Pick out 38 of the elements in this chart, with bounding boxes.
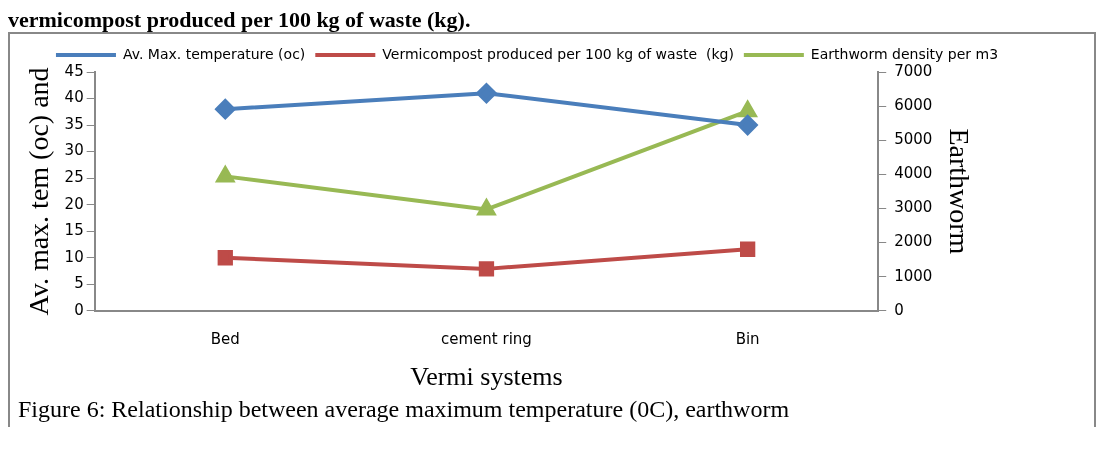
y-tick-label: 0 (74, 300, 84, 319)
y2-tick-label: 2000 (894, 232, 933, 251)
y-tick-label: 35 (64, 114, 84, 133)
y2-tick-label: 7000 (894, 61, 933, 80)
y-tick-label: 25 (64, 168, 84, 187)
x-tick-label: Bin (735, 329, 760, 348)
y-tick-label: 10 (64, 247, 84, 266)
point (737, 115, 758, 136)
y2-tick-label: 6000 (894, 96, 933, 114)
x-axis-title: Vermi systems (410, 362, 563, 392)
y2-tick-label: 3000 (894, 198, 933, 217)
y2-axis-title: Earthworm (943, 128, 975, 255)
y-tick-label: 5 (74, 274, 84, 293)
point (477, 199, 496, 216)
point (217, 250, 233, 266)
y2-tick-label: 5000 (894, 130, 933, 149)
y-tick-label: 15 (64, 221, 84, 240)
legend-label: Av. Max. temperature (oc) (122, 45, 306, 62)
point (738, 101, 757, 118)
x-tick-label: cement ring (441, 329, 532, 348)
point (478, 261, 495, 277)
point (216, 166, 235, 183)
y-tick-label: 45 (64, 61, 84, 80)
legend-label: Earthworm density per m3 (810, 45, 999, 62)
y-axis-title: Av. max. tem (oc) and (23, 67, 55, 316)
caption: Figure 6: Relationship between average maximum temperature (0C), earthworm (17, 395, 791, 424)
point (215, 99, 236, 120)
point (476, 83, 497, 104)
y2-tick-label: 1000 (894, 266, 933, 285)
y2-tick-label: 4000 (894, 164, 933, 183)
legend-label: Vermicompost produced per 100 kg of waste (kg) (382, 45, 734, 62)
y-tick-label: 40 (64, 88, 84, 107)
y-tick-label: 30 (64, 141, 84, 160)
y2-tick-label: 0 (894, 300, 904, 319)
chart-title: vermicompost produced per 100 kg of waste (kg). (8, 7, 472, 32)
y-tick-label: 20 (64, 194, 84, 213)
x-tick-label: Bed (210, 329, 240, 348)
point (739, 241, 756, 257)
